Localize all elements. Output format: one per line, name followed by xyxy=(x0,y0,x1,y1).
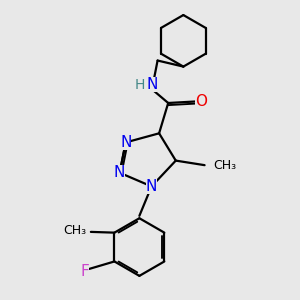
Text: CH₃: CH₃ xyxy=(213,159,236,172)
Text: O: O xyxy=(195,94,207,109)
Text: CH₃: CH₃ xyxy=(63,224,86,237)
Text: N: N xyxy=(120,135,131,150)
Text: F: F xyxy=(80,264,89,279)
Text: N: N xyxy=(146,179,157,194)
Text: H: H xyxy=(135,78,145,92)
Text: N: N xyxy=(146,77,158,92)
Text: N: N xyxy=(114,165,125,180)
